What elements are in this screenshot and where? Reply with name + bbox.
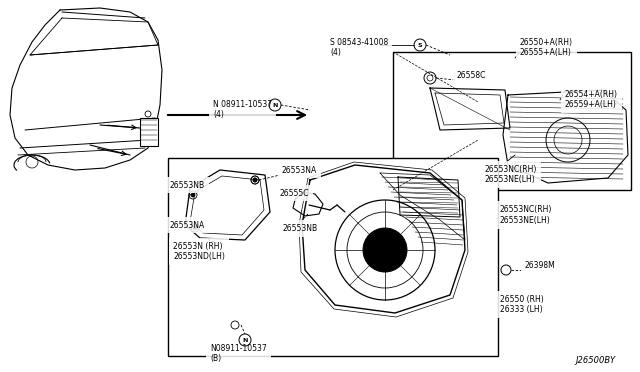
Text: 26398M: 26398M bbox=[525, 262, 556, 270]
Circle shape bbox=[193, 226, 197, 230]
Text: 26550 (RH)
26333 (LH): 26550 (RH) 26333 (LH) bbox=[500, 295, 544, 314]
Text: N: N bbox=[243, 337, 248, 343]
FancyBboxPatch shape bbox=[393, 52, 631, 190]
Text: 26554+A(RH)
26559+A(LH): 26554+A(RH) 26559+A(LH) bbox=[565, 90, 618, 109]
Text: 26553NA: 26553NA bbox=[282, 166, 317, 174]
Text: N08911-10537
(B): N08911-10537 (B) bbox=[210, 344, 267, 363]
Text: 26553NB: 26553NB bbox=[170, 180, 205, 189]
Text: J26500BY: J26500BY bbox=[575, 356, 615, 365]
Text: S: S bbox=[418, 42, 422, 48]
Text: 26555C: 26555C bbox=[280, 189, 310, 198]
Text: S 08543-41008
(4): S 08543-41008 (4) bbox=[330, 38, 388, 57]
Text: 26553NB: 26553NB bbox=[283, 224, 318, 233]
Text: 26553NC(RH)
26553NE(LH): 26553NC(RH) 26553NE(LH) bbox=[500, 205, 552, 225]
Circle shape bbox=[191, 193, 195, 197]
FancyBboxPatch shape bbox=[140, 118, 158, 146]
Text: 26553NA: 26553NA bbox=[170, 221, 205, 230]
Text: 26553N (RH)
26553ND(LH): 26553N (RH) 26553ND(LH) bbox=[173, 242, 225, 262]
FancyBboxPatch shape bbox=[168, 158, 498, 356]
Text: N 08911-10537
(4): N 08911-10537 (4) bbox=[213, 100, 272, 119]
Circle shape bbox=[253, 178, 257, 182]
Circle shape bbox=[253, 178, 257, 182]
Text: N: N bbox=[272, 103, 278, 108]
Text: 26553NC(RH)
26553NE(LH): 26553NC(RH) 26553NE(LH) bbox=[485, 165, 538, 185]
Text: 26558C: 26558C bbox=[457, 71, 486, 80]
Circle shape bbox=[363, 228, 407, 272]
Text: 26550+A(RH)
26555+A(LH): 26550+A(RH) 26555+A(LH) bbox=[520, 38, 573, 57]
